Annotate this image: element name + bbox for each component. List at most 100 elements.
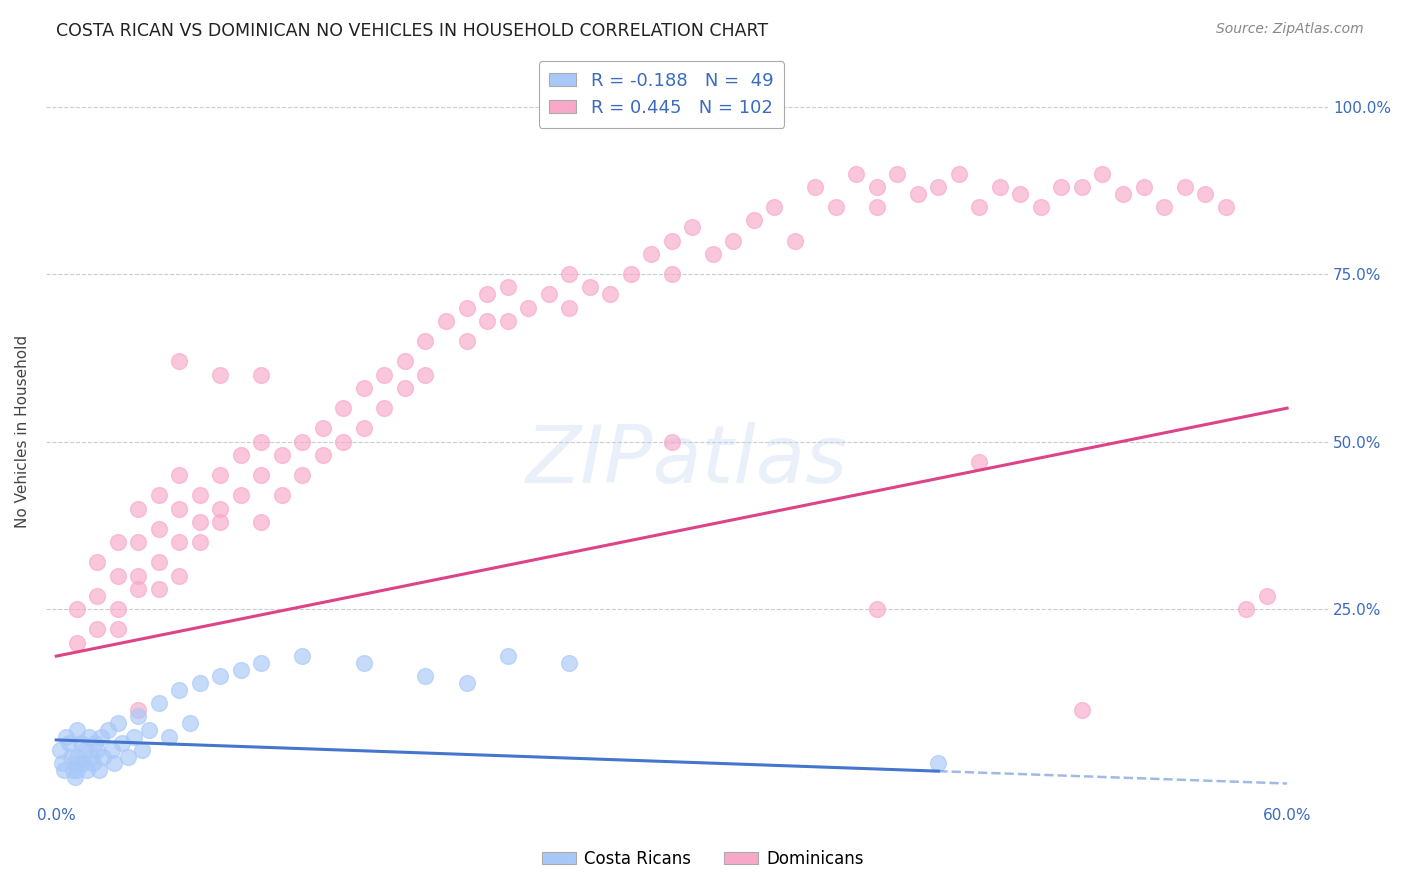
Point <box>702 247 724 261</box>
Point <box>456 301 478 315</box>
Point <box>209 515 232 529</box>
Point <box>51 756 73 771</box>
Point <box>70 736 93 750</box>
Point <box>188 488 211 502</box>
Point <box>148 696 170 710</box>
Point <box>620 267 643 281</box>
Point <box>969 455 991 469</box>
Point <box>475 314 498 328</box>
Point <box>312 421 335 435</box>
Text: COSTA RICAN VS DOMINICAN NO VEHICLES IN HOUSEHOLD CORRELATION CHART: COSTA RICAN VS DOMINICAN NO VEHICLES IN … <box>56 22 768 40</box>
Point <box>55 730 77 744</box>
Point <box>148 522 170 536</box>
Point <box>845 167 868 181</box>
Point <box>84 736 107 750</box>
Point <box>229 448 252 462</box>
Point <box>866 200 889 214</box>
Point <box>1112 186 1135 201</box>
Point <box>456 676 478 690</box>
Point <box>127 709 149 723</box>
Point <box>100 743 122 757</box>
Point <box>93 749 115 764</box>
Point <box>209 501 232 516</box>
Legend: Costa Ricans, Dominicans: Costa Ricans, Dominicans <box>536 844 870 875</box>
Point <box>1071 703 1094 717</box>
Point <box>66 602 89 616</box>
Point <box>558 301 581 315</box>
Point <box>72 756 94 771</box>
Point <box>475 287 498 301</box>
Point <box>49 743 72 757</box>
Point <box>59 749 82 764</box>
Point <box>599 287 621 301</box>
Point <box>63 770 86 784</box>
Y-axis label: No Vehicles in Household: No Vehicles in Household <box>15 335 30 528</box>
Point <box>250 515 273 529</box>
Point <box>188 515 211 529</box>
Point <box>456 334 478 348</box>
Point <box>1010 186 1032 201</box>
Point <box>763 200 786 214</box>
Point <box>661 267 683 281</box>
Point <box>537 287 560 301</box>
Point <box>742 213 765 227</box>
Point <box>558 656 581 670</box>
Point <box>394 381 416 395</box>
Point <box>157 730 180 744</box>
Point <box>353 381 375 395</box>
Point <box>76 763 98 777</box>
Point <box>312 448 335 462</box>
Point <box>1256 589 1278 603</box>
Point <box>353 421 375 435</box>
Point <box>107 623 129 637</box>
Point <box>131 743 153 757</box>
Point <box>66 756 89 771</box>
Point <box>250 656 273 670</box>
Legend: R = -0.188   N =  49, R = 0.445   N = 102: R = -0.188 N = 49, R = 0.445 N = 102 <box>538 62 785 128</box>
Point <box>169 682 191 697</box>
Point <box>107 602 129 616</box>
Point <box>1132 180 1154 194</box>
Point <box>250 468 273 483</box>
Point <box>866 602 889 616</box>
Point <box>496 649 519 664</box>
Point <box>53 763 76 777</box>
Point <box>373 368 395 382</box>
Point <box>169 535 191 549</box>
Point <box>353 656 375 670</box>
Point <box>969 200 991 214</box>
Point <box>127 703 149 717</box>
Point <box>988 180 1011 194</box>
Point <box>148 488 170 502</box>
Point <box>804 180 827 194</box>
Point <box>250 434 273 449</box>
Point <box>291 649 314 664</box>
Point <box>1194 186 1216 201</box>
Point <box>496 280 519 294</box>
Point <box>270 488 292 502</box>
Point <box>66 763 89 777</box>
Point <box>229 488 252 502</box>
Point <box>127 535 149 549</box>
Point <box>394 354 416 368</box>
Point <box>434 314 457 328</box>
Point <box>80 749 103 764</box>
Point <box>415 368 437 382</box>
Point <box>122 730 145 744</box>
Point <box>270 448 292 462</box>
Point <box>886 167 908 181</box>
Point <box>58 736 80 750</box>
Point <box>89 763 111 777</box>
Point <box>188 535 211 549</box>
Point <box>640 247 662 261</box>
Point <box>86 555 108 569</box>
Point <box>578 280 600 294</box>
Point <box>66 636 89 650</box>
Text: ZIPatlas: ZIPatlas <box>526 423 848 500</box>
Point <box>1029 200 1052 214</box>
Point <box>209 368 232 382</box>
Point <box>148 582 170 596</box>
Point <box>291 468 314 483</box>
Point <box>66 749 89 764</box>
Point <box>1215 200 1237 214</box>
